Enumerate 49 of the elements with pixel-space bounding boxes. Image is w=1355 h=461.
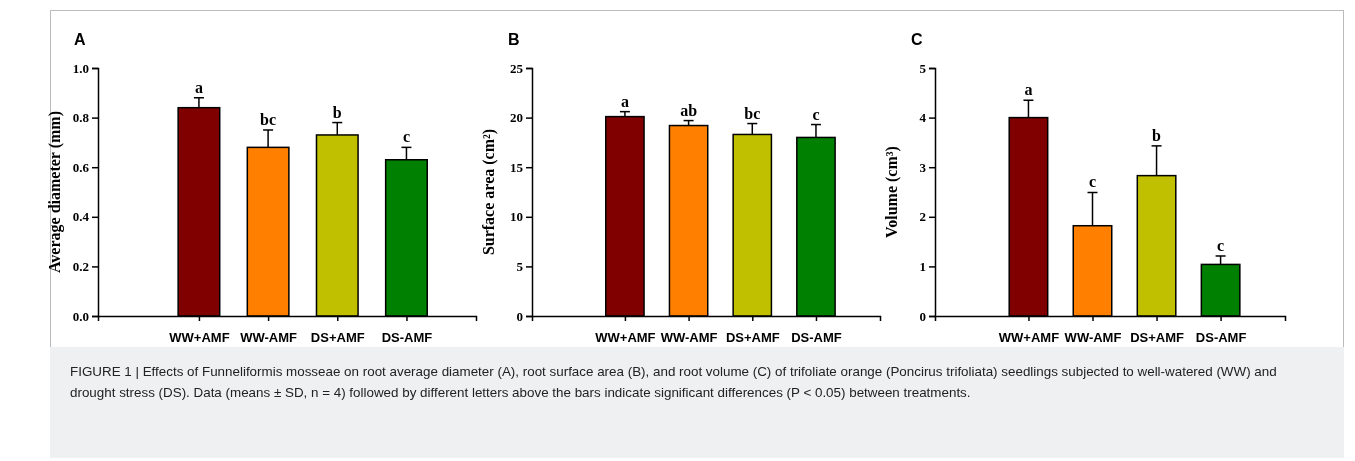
- annotation: c: [812, 105, 820, 123]
- chart-title: A: [74, 31, 86, 48]
- y-tick-label: 0.2: [72, 259, 89, 275]
- y-tick-label: 25: [510, 60, 524, 76]
- x-tick-label: DS+AMF: [725, 330, 780, 346]
- x-tick-label: DS+AMF: [310, 330, 365, 346]
- annotation: bc: [744, 104, 761, 122]
- annotation: ab: [680, 101, 698, 119]
- y-tick-label: 2: [919, 209, 926, 225]
- y-tick-label: 0.8: [72, 110, 90, 126]
- y-tick-label: 5: [919, 60, 927, 76]
- y-tick-label: 15: [510, 159, 524, 175]
- y-tick-label: 3: [919, 159, 927, 175]
- chart-title: C: [911, 31, 923, 48]
- y-tick-label: 0: [919, 308, 926, 324]
- annotation: a: [194, 78, 203, 96]
- x-tick-label: DS+AMF: [1130, 330, 1185, 346]
- y-tick-label: 0: [516, 308, 523, 324]
- y-tick-label: 20: [510, 110, 523, 126]
- caption: FIGURE 1 | Effects of Funneliformis mosseae on root average diameter (A), root surface area (B), and root volume (C) of trifoliate orange (Poncirus trifoliata) seedlings subjected to well-watered (WW) and drought stress (DS). Data (means ± SD, n = 4) followed by different letters above the bars indicate significant differences (P < 0.05) between treatments.: [70, 363, 1278, 402]
- y-axis-title: Volume (cm³): [883, 146, 901, 238]
- y-tick-label: 1.0: [72, 60, 89, 76]
- y-tick-label: 4: [919, 110, 927, 126]
- annotation: b: [1152, 126, 1162, 144]
- annotation: c: [402, 128, 410, 146]
- annotation: b: [332, 103, 342, 121]
- x-tick-label: DS-AMF: [791, 330, 842, 346]
- x-tick-label: DS-AMF: [381, 330, 433, 346]
- annotation: c: [1088, 173, 1097, 191]
- y-tick-label: 0.6: [72, 159, 90, 175]
- annotation: bc: [260, 111, 277, 128]
- y-tick-label: 1: [919, 259, 926, 275]
- x-tick-label: WW+AMF: [169, 330, 230, 346]
- x-tick-label: WW+AMF: [595, 330, 656, 346]
- x-tick-label: WW+AMF: [998, 330, 1060, 346]
- x-tick-label: WW-AMF: [1064, 330, 1122, 346]
- x-tick-label: WW-AMF: [240, 330, 298, 346]
- y-tick-label: 0.0: [72, 308, 89, 324]
- y-tick-label: 0.4: [72, 209, 90, 225]
- x-tick-label: WW-AMF: [660, 330, 718, 346]
- y-axis-title: Surface area (cm²): [480, 128, 498, 256]
- chart-title: B: [508, 31, 520, 48]
- y-axis-title: Average diameter (mm): [46, 111, 64, 273]
- x-tick-label: DS-AMF: [1195, 330, 1247, 346]
- annotation: c: [1217, 236, 1225, 254]
- y-tick-label: 5: [516, 259, 524, 275]
- y-tick-label: 10: [510, 209, 523, 225]
- annotation: a: [620, 92, 629, 110]
- annotation: a: [1024, 81, 1033, 99]
